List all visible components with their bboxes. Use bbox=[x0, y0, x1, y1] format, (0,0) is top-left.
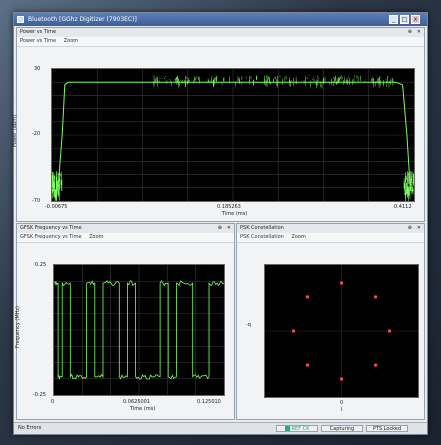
y-tick-label: 0.25 bbox=[35, 262, 47, 268]
pin-icon[interactable]: ⊕ bbox=[407, 225, 412, 231]
i-axis-label: I bbox=[341, 407, 343, 413]
power-noise-left bbox=[52, 171, 63, 201]
panel-title: PSK Constellation bbox=[240, 225, 284, 231]
constellation-point bbox=[291, 329, 296, 333]
capture-status: Capturing bbox=[321, 425, 363, 432]
constellation-point bbox=[374, 295, 378, 299]
power-plot-area[interactable] bbox=[51, 68, 415, 202]
tab-gfsk-frequency[interactable]: GFSK Frequency vs Time bbox=[20, 234, 82, 240]
tab-zoom[interactable]: Zoom bbox=[291, 234, 306, 240]
pts-status: PTS Locked bbox=[366, 425, 408, 432]
tab-power-vs-time[interactable]: Power vs Time bbox=[20, 38, 57, 44]
x-axis-label: Time (ms) bbox=[222, 211, 248, 217]
window-title: Bluetooth [GGhz Digitizer (7903EC)] bbox=[28, 16, 137, 23]
frequency-plot-area[interactable] bbox=[53, 264, 225, 396]
panel-title: GFSK Frequency vs Time bbox=[20, 225, 82, 231]
tab-zoom[interactable]: Zoom bbox=[89, 234, 104, 240]
panel-tabs: Power vs Time Zoom bbox=[17, 37, 424, 47]
power-series-line bbox=[52, 81, 414, 191]
y-tick-label: -0.25 bbox=[33, 392, 46, 398]
x-tick-label: 0.4112 bbox=[394, 204, 412, 210]
x-tick-label: 0.0625001 bbox=[123, 399, 151, 405]
status-message: No Errors bbox=[18, 425, 42, 431]
power-noise-top bbox=[153, 75, 396, 89]
close-icon[interactable]: ✕ bbox=[226, 225, 231, 231]
x-tick-label: 0.185263 bbox=[217, 204, 241, 210]
frequency-chart bbox=[54, 265, 224, 395]
x-tick-label: 0.125010 bbox=[197, 399, 221, 405]
pin-icon[interactable]: ⊕ bbox=[407, 29, 412, 35]
x-axis-label: Time (ms) bbox=[130, 406, 156, 412]
constellation-plot-area[interactable] bbox=[264, 264, 419, 398]
x-tick-label: -0.00675 bbox=[45, 204, 68, 210]
y-axis-label: Frequency (MHz) bbox=[15, 305, 22, 349]
constellation-point bbox=[374, 363, 378, 367]
frequency-series-line bbox=[54, 280, 224, 380]
gfsk-frequency-panel: GFSK Frequency vs Time ⊕ ✕ GFSK Frequenc… bbox=[15, 223, 235, 420]
tab-psk-constellation[interactable]: PSK Constellation bbox=[240, 234, 284, 240]
panel-tabs: GFSK Frequency vs Time Zoom bbox=[17, 233, 234, 243]
q-axis-label: -q bbox=[246, 322, 251, 328]
constellation-point bbox=[339, 377, 344, 381]
pin-icon[interactable]: ⊕ bbox=[217, 225, 222, 231]
constellation-point bbox=[339, 281, 344, 285]
y-axis-label: Power (dBm) bbox=[12, 114, 19, 148]
power-noise-right bbox=[403, 170, 414, 201]
constellation-point bbox=[387, 329, 392, 333]
status-bar: No Errors REF CK Capturing PTS Locked bbox=[14, 422, 427, 434]
minimize-button[interactable]: _ bbox=[389, 15, 398, 24]
power-vs-time-panel: Power vs Time ⊕ ✕ Power vs Time Zoom Pow… bbox=[12, 27, 425, 222]
close-icon[interactable]: ✕ bbox=[416, 225, 421, 231]
constellation-point bbox=[305, 295, 309, 299]
panel-title: Power vs Time bbox=[20, 29, 57, 35]
psk-constellation-panel: PSK Constellation ⊕ ✕ PSK Constellation … bbox=[236, 223, 425, 420]
tab-zoom[interactable]: Zoom bbox=[63, 38, 79, 44]
ref-status-label: REF CK bbox=[291, 426, 310, 432]
y-tick-label: 30 bbox=[34, 66, 41, 72]
panel-tabs: PSK Constellation Zoom bbox=[237, 233, 424, 243]
constellation-chart bbox=[265, 265, 418, 397]
close-button[interactable]: x bbox=[411, 15, 420, 24]
ref-led-icon bbox=[284, 426, 290, 431]
y-tick-label: -20 bbox=[32, 131, 41, 137]
close-icon[interactable]: ✕ bbox=[416, 29, 421, 35]
title-bar[interactable]: Bluetooth [GGhz Digitizer (7903EC)] _ □ … bbox=[14, 13, 427, 26]
app-icon bbox=[17, 16, 24, 23]
maximize-button[interactable]: □ bbox=[400, 15, 409, 24]
x-tick-label: 0 bbox=[51, 399, 55, 405]
main-window: Bluetooth [GGhz Digitizer (7903EC)] _ □ … bbox=[12, 12, 428, 435]
i-axis-tick: 0 bbox=[340, 400, 344, 406]
ref-status: REF CK bbox=[276, 425, 318, 432]
constellation-point bbox=[305, 363, 309, 367]
power-chart bbox=[52, 69, 414, 201]
y-tick-label: -70 bbox=[32, 198, 41, 204]
